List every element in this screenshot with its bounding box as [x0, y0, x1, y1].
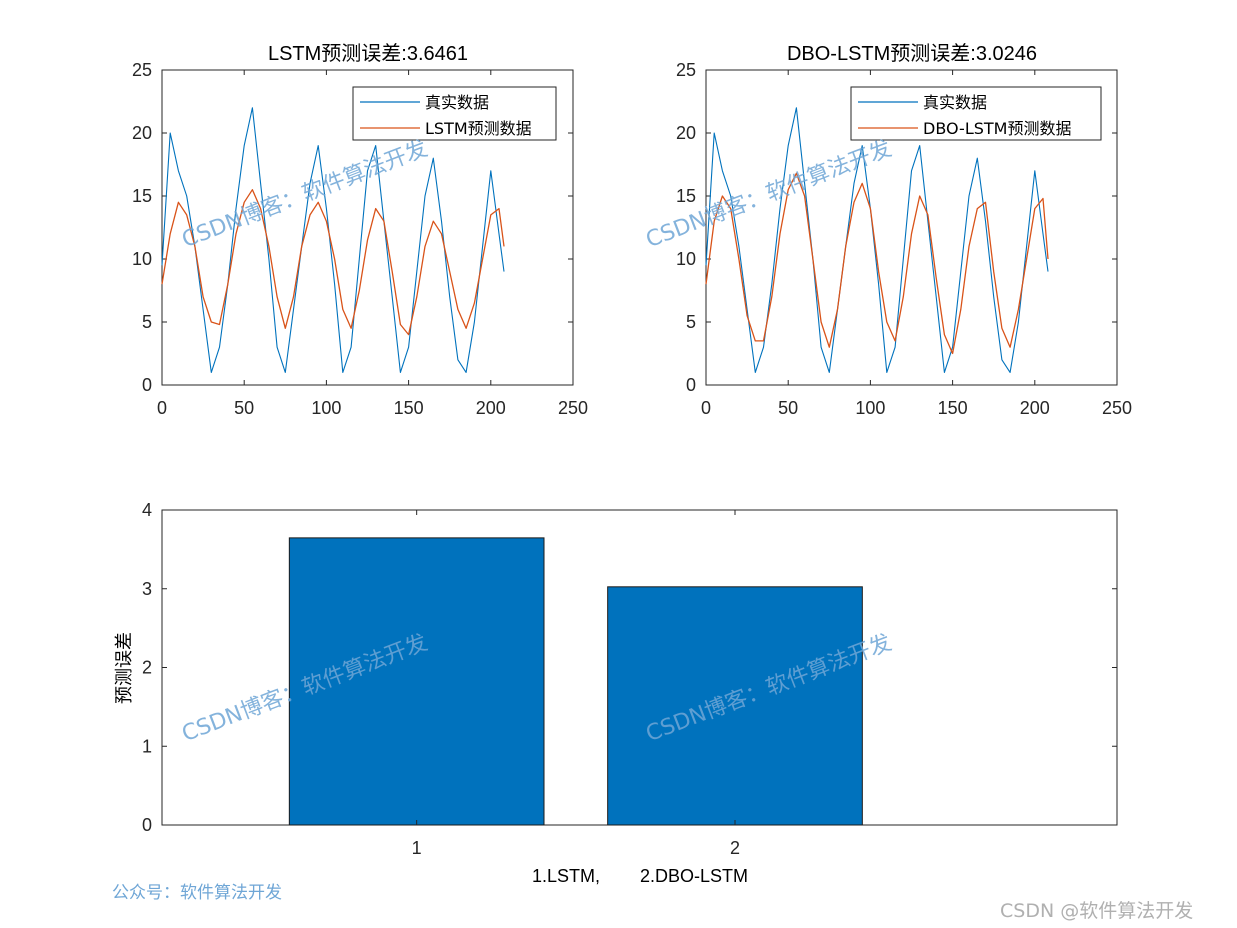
y-tick-label: 4 [142, 500, 152, 520]
y-tick-label: 5 [142, 312, 152, 332]
legend-label-actual: 真实数据 [425, 93, 489, 112]
legend-label-predicted: LSTM预测数据 [425, 119, 532, 138]
subplot-lstm-plot-area [161, 107, 505, 373]
bar-1 [288, 537, 545, 826]
subplot-lstm-xticks: 0 50 100 150 200 250 [157, 70, 588, 418]
x-tick-label: 200 [476, 398, 506, 418]
y-tick-label: 2 [142, 658, 152, 678]
legend-label-predicted: DBO-LSTM预测数据 [923, 119, 1071, 138]
series-line-actual [161, 107, 505, 373]
y-tick-label: 3 [142, 579, 152, 599]
subplot-dbo-lstm: DBO-LSTM预测误差:3.0246 0 50 100 150 200 250 0 5 10… [676, 42, 1132, 418]
y-tick-label: 0 [142, 375, 152, 395]
footer-right-text: CSDN @软件算法开发 [1000, 900, 1194, 922]
subplot-error-bar-yticks: 0 1 2 3 4 [142, 500, 1117, 835]
y-tick-label: 5 [686, 312, 696, 332]
y-tick-label: 0 [686, 375, 696, 395]
subplot-lstm-title: LSTM预测误差:3.6461 [268, 42, 468, 65]
subplot-dbo-lstm-plot-area [705, 107, 1049, 373]
y-tick-label: 25 [132, 60, 152, 80]
x-tick-label: 100 [855, 398, 885, 418]
y-tick-label: 10 [132, 249, 152, 269]
subplot-dbo-lstm-legend: 真实数据 DBO-LSTM预测数据 [850, 86, 1102, 141]
subplot-dbo-lstm-xticks: 0 50 100 150 200 250 [701, 70, 1132, 418]
y-tick-label: 1 [142, 736, 152, 756]
footer-left-text: 公众号：软件算法开发 [112, 883, 282, 903]
series-line-predicted [705, 172, 1049, 355]
subplot-dbo-lstm-title: DBO-LSTM预测误差:3.0246 [787, 42, 1037, 65]
subplot-lstm-yticks: 0 5 10 15 20 25 [132, 60, 573, 395]
x-tick-label: 0 [701, 398, 711, 418]
y-tick-label: 10 [676, 249, 696, 269]
subplot-lstm-legend: 真实数据 LSTM预测数据 [352, 86, 557, 141]
subplot-dbo-lstm-yticks: 0 5 10 15 20 25 [676, 60, 1117, 395]
y-tick-label: 15 [132, 186, 152, 206]
bar-ylabel: 预测误差 [114, 632, 135, 704]
legend-box [850, 86, 1102, 141]
x-tick-label: 150 [394, 398, 424, 418]
x-tick-label: 250 [558, 398, 588, 418]
x-tick-label: 250 [1102, 398, 1132, 418]
x-tick-label: 50 [234, 398, 254, 418]
x-tick-label: 200 [1020, 398, 1050, 418]
x-tick-label: 150 [938, 398, 968, 418]
legend-box [352, 86, 557, 141]
y-tick-label: 15 [676, 186, 696, 206]
y-tick-label: 20 [676, 123, 696, 143]
x-tick-label: 2 [730, 838, 740, 858]
legend-label-actual: 真实数据 [923, 93, 987, 112]
y-tick-label: 25 [676, 60, 696, 80]
x-tick-label: 0 [157, 398, 167, 418]
x-tick-label: 50 [778, 398, 798, 418]
y-tick-label: 20 [132, 123, 152, 143]
series-line-actual [705, 107, 1049, 373]
series-line-predicted [161, 189, 505, 336]
subplot-lstm: LSTM预测误差:3.6461 0 50 100 150 200 250 0 5 10 15 20… [132, 42, 588, 418]
bar-xlabel: 1.LSTM, 2.DBO-LSTM [532, 866, 748, 886]
y-tick-label: 0 [142, 815, 152, 835]
x-tick-label: 100 [311, 398, 341, 418]
x-tick-label: 1 [412, 838, 422, 858]
